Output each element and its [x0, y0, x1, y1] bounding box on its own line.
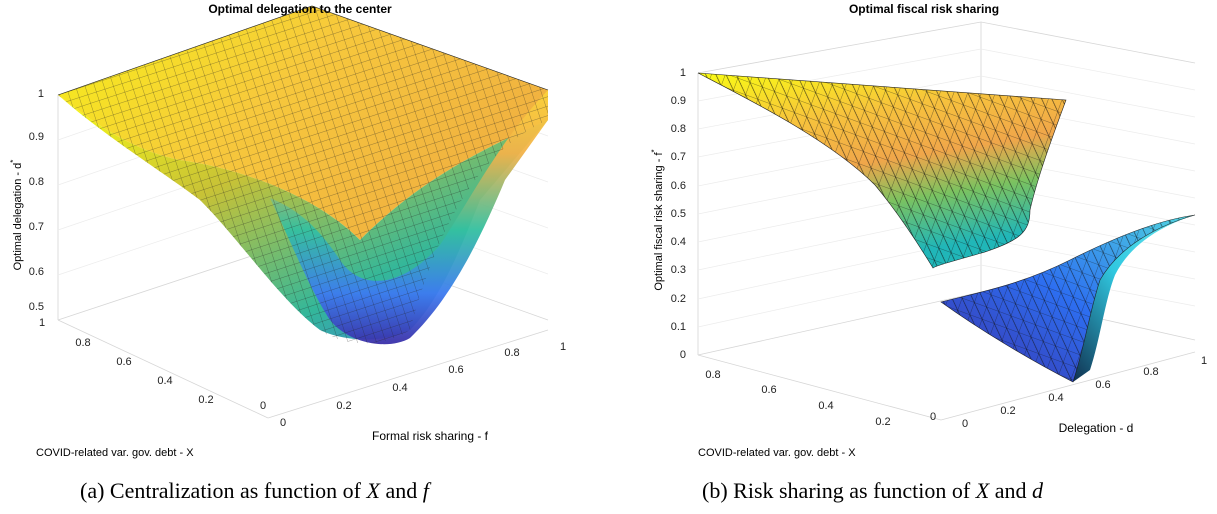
chart-b-xlabel: COVID-related var. gov. debt - X	[698, 447, 856, 459]
surface-a	[57, 5, 549, 345]
z-tick-label: 0.9	[29, 131, 44, 143]
caption-b-text: (b) Risk sharing as function of	[702, 478, 976, 503]
z-tick-label: 0.6	[671, 180, 686, 192]
z-tick-label: 0.7	[29, 221, 44, 233]
x-tick-label: 0.8	[75, 337, 90, 349]
z-tick-label: 0.4	[671, 236, 686, 248]
chart-a-title: Optimal delegation to the center	[208, 2, 392, 16]
x-tick-label: 0	[260, 400, 266, 412]
y-tick-label: 0.8	[1143, 366, 1158, 378]
y-tick-label: 0	[962, 418, 968, 430]
x-tick-label: 0.4	[157, 375, 172, 387]
y-tick-label: 0	[280, 417, 286, 429]
x-tick-label: 0.6	[761, 384, 776, 396]
y-tick-label: 0.6	[448, 364, 463, 376]
caption-b-and: and	[989, 478, 1032, 503]
x-tick-label: 0.2	[875, 416, 890, 428]
caption-b-var2: d	[1031, 478, 1043, 503]
y-tick-label: 0.8	[504, 347, 519, 359]
surface-b-horn	[1073, 215, 1195, 382]
y-ticks-a: 0 0.2 0.4 0.6 0.8 1	[280, 341, 566, 429]
chart-a-zlabel: Optimal delegation - d*	[9, 160, 24, 271]
x-tick-label: 0.4	[818, 400, 833, 412]
caption-a-and: and	[379, 478, 423, 503]
x-tick-label: 0	[930, 411, 936, 423]
y-tick-label: 0.2	[1000, 405, 1015, 417]
z-tick-label: 1	[38, 88, 44, 100]
caption-a-var2: f	[422, 478, 429, 503]
zlabel-sup: *	[650, 149, 659, 152]
z-tick-label: 0.8	[29, 176, 44, 188]
y-tick-label: 0.2	[336, 400, 351, 412]
surface-b	[697, 72, 1196, 383]
x-ticks-a: 1 0.8 0.6 0.4 0.2 0	[39, 317, 266, 412]
z-tick-label: 0.2	[671, 293, 686, 305]
caption-b-var1: X	[975, 478, 990, 503]
z-tick-label: 1	[680, 67, 686, 79]
x-tick-label: 0.2	[198, 394, 213, 406]
z-tick-label: 0.5	[671, 208, 686, 220]
x-tick-label: 1	[39, 317, 45, 329]
y-tick-label: 1	[1201, 355, 1207, 367]
z-tick-label: 0.7	[671, 151, 686, 163]
z-tick-label: 0.5	[29, 301, 44, 313]
caption-a: (a) Centralization as function of X and …	[80, 478, 429, 504]
x-ticks-b: 0.8 0.6 0.4 0.2 0	[705, 369, 936, 428]
y-tick-label: 0.4	[392, 382, 407, 394]
chart-b-title: Optimal fiscal risk sharing	[849, 2, 999, 16]
zlabel-sup: *	[9, 160, 18, 163]
y-tick-label: 1	[560, 341, 566, 353]
x-tick-label: 0.8	[705, 369, 720, 381]
caption-b: (b) Risk sharing as function of X and d	[702, 478, 1043, 504]
y-tick-label: 0.6	[1095, 379, 1110, 391]
zlabel-text: Optimal delegation - d	[12, 163, 24, 271]
x-tick-label: 0.6	[116, 356, 131, 368]
zlabel-text: Optimal fiscal risk sharing - f	[653, 152, 665, 291]
y-ticks-b: 0 0.2 0.4 0.6 0.8 1	[962, 355, 1207, 430]
chart-b-ylabel: Delegation - d	[1059, 421, 1134, 435]
z-tick-label: 0.9	[671, 95, 686, 107]
chart-a: Optimal delegation to the center 1 0.9 0…	[9, 2, 566, 459]
chart-b: Optimal fiscal risk sharing 1 0.9 0.8 0.…	[650, 2, 1207, 459]
z-ticks-b: 1 0.9 0.8 0.7 0.6 0.5 0.4 0.3 0.2 0.1 0	[671, 67, 686, 361]
y-tick-label: 0.4	[1048, 392, 1063, 404]
z-tick-label: 0	[680, 349, 686, 361]
z-ticks-a: 1 0.9 0.8 0.7 0.6 0.5	[29, 88, 44, 313]
z-tick-label: 0.3	[671, 264, 686, 276]
z-tick-label: 0.6	[29, 266, 44, 278]
chart-a-ylabel: Formal risk sharing - f	[372, 429, 489, 443]
caption-a-text: (a) Centralization as function of	[80, 478, 367, 503]
z-tick-label: 0.8	[671, 123, 686, 135]
chart-b-zlabel: Optimal fiscal risk sharing - f*	[650, 149, 665, 290]
chart-a-xlabel: COVID-related var. gov. debt - X	[36, 447, 194, 459]
z-tick-label: 0.1	[671, 321, 686, 333]
caption-a-var1: X	[366, 478, 380, 503]
